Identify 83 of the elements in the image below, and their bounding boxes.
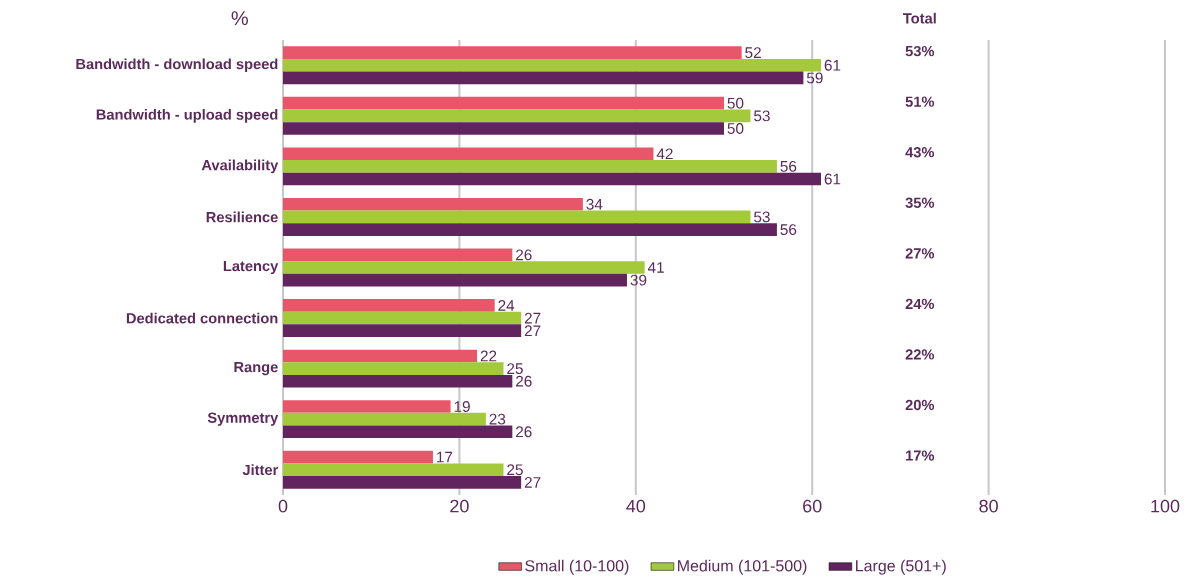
y-tick-label: Availability	[201, 159, 279, 174]
data-label: 26	[516, 426, 532, 438]
bar	[283, 349, 478, 363]
bar	[283, 223, 777, 236]
legend-label: Medium (101-500)	[678, 559, 807, 575]
y-tick-label: Symmetry	[207, 412, 279, 426]
bar	[283, 248, 513, 262]
bar	[283, 109, 751, 123]
bar	[283, 324, 522, 338]
bar	[283, 58, 822, 72]
x-tick-label: 60	[803, 499, 822, 513]
bar	[283, 147, 654, 161]
data-label: 52	[745, 47, 761, 59]
data-label: 42	[656, 148, 673, 160]
y-tick-label: Jitter	[242, 464, 279, 476]
x-tick-label: 100	[1151, 499, 1180, 513]
data-label: 61	[824, 59, 841, 71]
bar	[283, 96, 724, 110]
data-label: 41	[647, 262, 664, 273]
annotation: 35%	[905, 197, 935, 208]
data-label: 25	[507, 464, 523, 476]
x-tick-label: 20	[450, 499, 469, 513]
legend-label: Large (501+)	[856, 559, 946, 575]
data-label: 23	[489, 413, 506, 425]
annotation: 22%	[905, 349, 935, 360]
bar	[283, 476, 522, 489]
data-label: 56	[780, 224, 797, 235]
annotation: 53%	[905, 45, 935, 57]
data-label: 56	[780, 160, 797, 172]
text: Total	[903, 12, 936, 24]
data-label: 27	[524, 312, 541, 324]
data-label: 25	[507, 363, 523, 375]
bar	[283, 362, 504, 375]
bar	[283, 172, 822, 186]
data-label: 34	[586, 198, 603, 210]
x-tick-label: 0	[278, 499, 288, 513]
y-tick-label: Latency	[223, 260, 279, 275]
bar	[283, 160, 777, 173]
annotation: 24%	[905, 298, 935, 310]
data-label: 61	[824, 173, 841, 185]
data-label: 27	[524, 477, 541, 488]
bar	[283, 400, 451, 413]
bar	[283, 374, 513, 388]
data-label: 22	[480, 350, 497, 362]
data-label: 59	[806, 72, 823, 84]
bar	[283, 261, 645, 274]
data-label: 50	[727, 123, 744, 134]
annotation: 27%	[905, 248, 935, 259]
bar	[283, 71, 804, 85]
annotation: 17%	[906, 450, 935, 461]
y-tick-label: Range	[234, 362, 278, 376]
legend-label: Small (10-100)	[525, 559, 629, 575]
bar	[283, 450, 433, 464]
data-label: 19	[454, 401, 470, 412]
bar	[283, 273, 627, 287]
bar	[283, 425, 513, 439]
bar	[283, 210, 751, 224]
x-axis-title: %	[231, 11, 248, 26]
bar	[283, 122, 724, 135]
bar	[283, 412, 486, 426]
y-tick-label: Resilience	[206, 211, 278, 223]
bar	[283, 463, 504, 477]
annotation: 20%	[905, 399, 935, 411]
data-label: 26	[516, 249, 532, 261]
data-label: 39	[630, 274, 647, 286]
y-tick-label: Bandwidth - upload speed	[96, 109, 278, 123]
x-tick-label: 80	[979, 499, 998, 513]
bar	[283, 197, 583, 211]
bar	[283, 46, 742, 59]
data-label: 26	[516, 375, 532, 387]
data-label: 24	[498, 300, 515, 311]
data-label: 50	[727, 97, 744, 109]
data-label: 17	[437, 451, 453, 463]
y-tick-label: Dedicated connection	[126, 312, 278, 324]
bar	[283, 299, 495, 312]
x-tick-label: 40	[626, 499, 646, 513]
bar	[283, 311, 522, 325]
annotation: 51%	[905, 96, 935, 107]
annotation: 43%	[905, 147, 935, 158]
data-label: 53	[754, 110, 770, 122]
y-tick-label: Bandwidth - download speed	[76, 58, 278, 73]
data-label: 27	[524, 325, 541, 337]
data-label: 53	[754, 211, 770, 223]
